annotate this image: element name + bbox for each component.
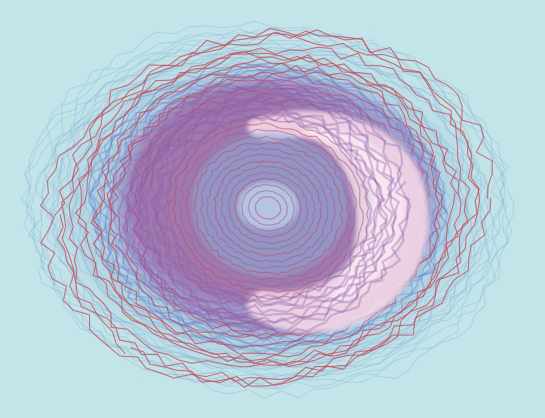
artwork-canvas (0, 0, 545, 418)
spiral-artwork (0, 0, 545, 418)
paper-grain (0, 0, 545, 418)
